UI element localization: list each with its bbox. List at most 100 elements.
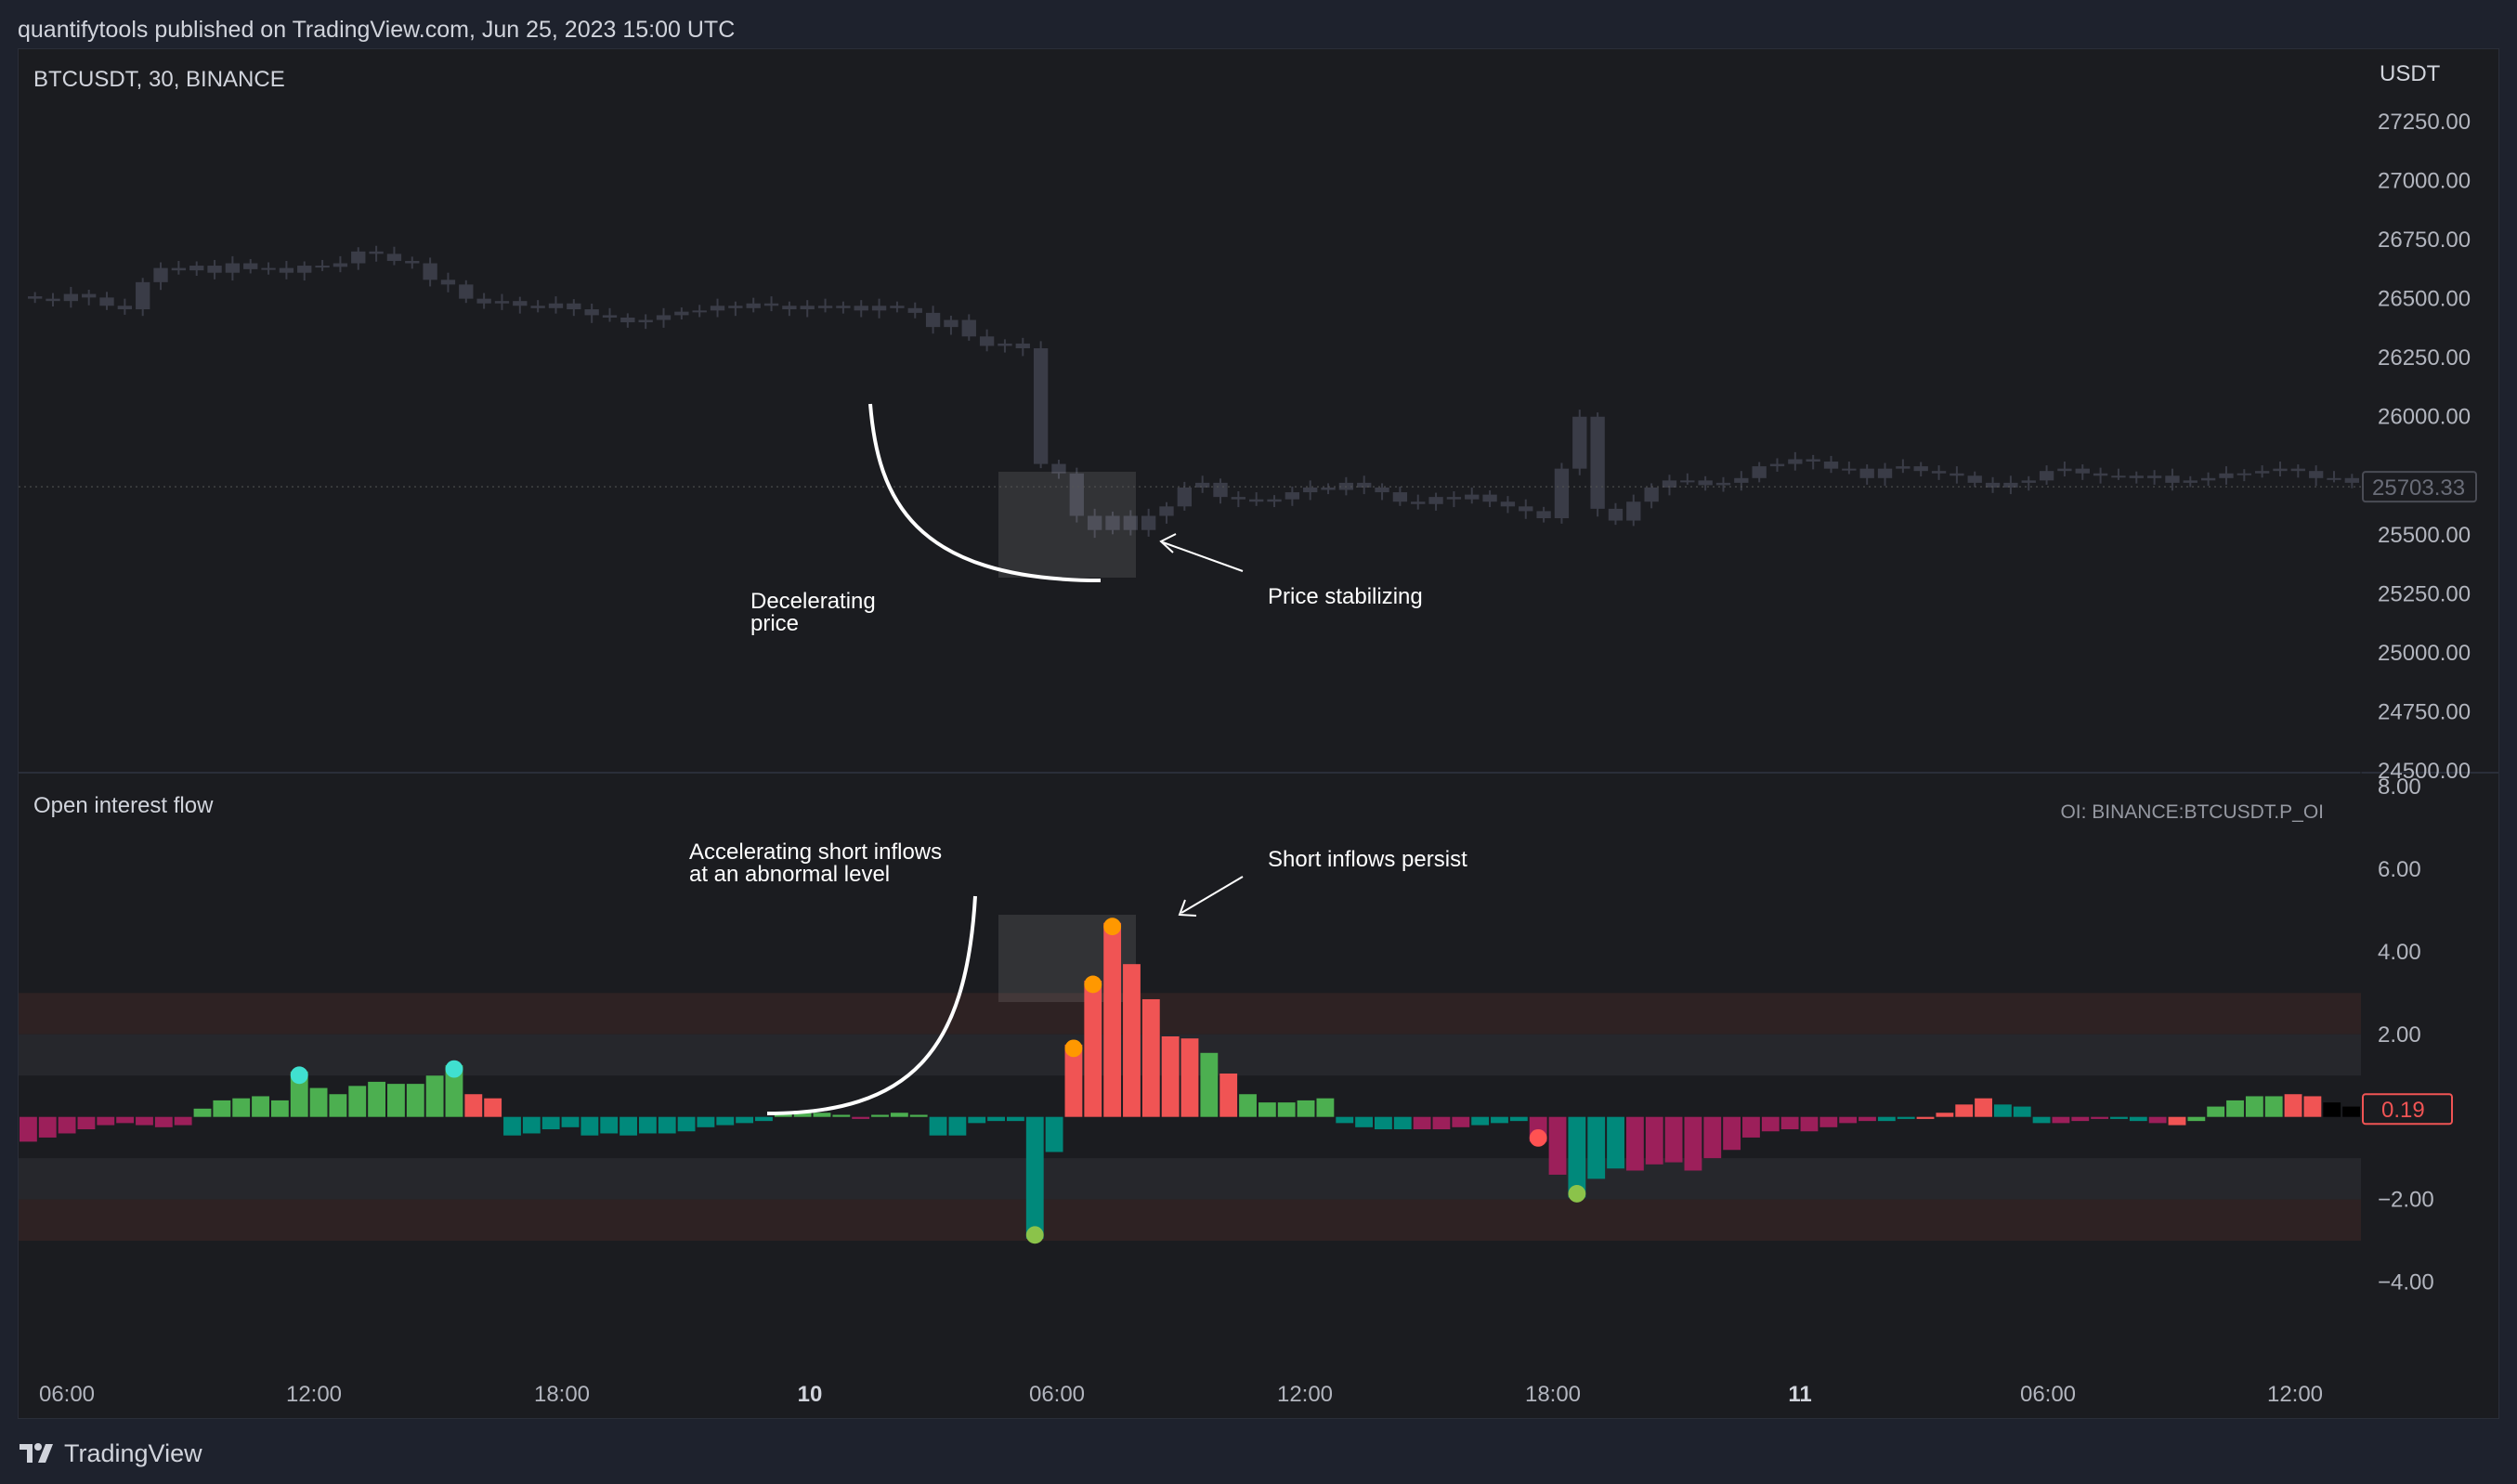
price-candle-body	[1752, 466, 1767, 478]
price-candle-body	[225, 263, 241, 273]
price-candle-body	[494, 301, 510, 304]
price-candle-body	[2308, 471, 2324, 478]
price-candle-body	[871, 306, 887, 311]
annotation-decelerating-line2: price	[750, 611, 799, 636]
price-y-tick-label: 26500.00	[2378, 287, 2471, 312]
oi-source-label: OI: BINANCE:BTCUSDT.P_OI	[2060, 801, 2324, 823]
oi-y-tick-label: −4.00	[2378, 1270, 2434, 1295]
price-chart-title: BTCUSDT, 30, BINANCE	[33, 67, 285, 92]
price-candle-body	[2273, 468, 2288, 472]
price-candle-body	[782, 306, 797, 310]
price-candle-body	[746, 303, 761, 308]
price-candle-body	[1913, 466, 1928, 472]
chart-frame[interactable]: 24500.00 24750.00 25000.00 25250.00 25500.00…	[18, 48, 2499, 1419]
time-axis-label: 12:00	[286, 1382, 342, 1407]
oi-bar	[1742, 1116, 1760, 1138]
oi-bar	[1200, 1052, 1219, 1117]
oi-last-value-box	[2362, 1093, 2453, 1126]
oi-bar	[1161, 1035, 1180, 1117]
price-candle-body	[1123, 515, 1138, 530]
price-candle-body	[1392, 492, 1408, 502]
price-candle-body	[117, 306, 133, 310]
oi-y-tick-label: 2.00	[2378, 1022, 2421, 1048]
oi-bar	[522, 1116, 541, 1134]
price-candle-body	[2075, 468, 2090, 474]
price-candle-body	[1715, 482, 1731, 486]
oi-bar	[1877, 1116, 1896, 1122]
oi-bar	[464, 1094, 483, 1117]
price-y-tick-label: 27250.00	[2378, 110, 2471, 135]
price-candle-body	[2344, 477, 2359, 483]
price-candle-body	[2165, 475, 2180, 483]
price-candle-body	[386, 254, 402, 261]
price-y-tick-label: 26250.00	[2378, 345, 2471, 371]
annotation-persist: Short inflows persist	[1268, 847, 1467, 872]
price-candle-body	[1482, 494, 1497, 502]
oi-pane[interactable]: −4.00 −2.00 2.00 4.00 6.00 8.00 0.19	[19, 775, 2453, 1295]
time-axis[interactable]: 06:00 12:00 18:00 10 06:00 12:00 18:00 11 06:00 1…	[39, 1382, 2323, 1407]
price-candle-body	[1590, 416, 1605, 509]
oi-bar	[1452, 1116, 1470, 1127]
oi-bar	[1645, 1116, 1663, 1165]
oi-bar	[116, 1116, 135, 1124]
oi-bar	[1316, 1098, 1335, 1117]
price-candle-body	[638, 319, 653, 323]
annotation-accelerating-line1: Accelerating short inflows	[689, 840, 942, 865]
oi-bar	[909, 1114, 928, 1117]
price-y-tick-label: 25500.00	[2378, 523, 2471, 548]
annotation-accelerating-line2: at an abnormal level	[689, 862, 890, 887]
oi-band	[19, 1199, 2361, 1242]
time-axis-label: 06:00	[39, 1382, 95, 1407]
oi-bar	[1141, 998, 1160, 1117]
oi-chart-title: Open interest flow	[33, 793, 214, 818]
oi-bar	[406, 1084, 424, 1117]
oi-bar	[987, 1116, 1005, 1122]
oi-bar	[503, 1116, 521, 1136]
price-candle-body	[1375, 487, 1389, 493]
price-y-tick-label: 26750.00	[2378, 228, 2471, 253]
oi-bar	[1607, 1116, 1624, 1169]
price-candle-body	[1769, 463, 1785, 467]
chart-svg[interactable]: 24500.00 24750.00 25000.00 25250.00 25500.00…	[19, 49, 2498, 1418]
time-axis-label: 18:00	[534, 1382, 590, 1407]
oi-bar	[561, 1116, 580, 1127]
last-price-box	[2362, 471, 2477, 503]
price-candle-body	[1411, 501, 1426, 504]
price-candle-body	[440, 280, 456, 285]
price-candle-body	[63, 293, 79, 302]
oi-bar	[2284, 1094, 2302, 1117]
decelerating-curve	[868, 403, 1102, 582]
price-candle-body	[1213, 482, 1228, 498]
price-candle-body	[2183, 480, 2197, 483]
oi-bar	[2245, 1096, 2263, 1117]
price-candle-body	[692, 310, 707, 313]
annotation-decelerating-line1: Decelerating	[750, 589, 876, 614]
oi-bar	[1413, 1116, 1431, 1130]
price-candle-body	[1644, 487, 1659, 502]
price-candle-body	[2093, 473, 2108, 476]
oi-bar	[832, 1114, 851, 1117]
persist-arrow-head	[1178, 899, 1197, 917]
price-candle-body	[1734, 477, 1749, 483]
oi-bar	[2091, 1116, 2109, 1119]
price-candle-body	[800, 306, 815, 310]
price-candle-body	[1321, 487, 1336, 490]
footer-brand[interactable]: TradingView	[18, 1435, 202, 1472]
price-candle-body	[1105, 515, 1120, 530]
oi-bar	[1103, 922, 1122, 1117]
price-candle-body	[82, 293, 97, 298]
price-candle-body	[2146, 475, 2162, 478]
oi-bar	[1471, 1116, 1490, 1126]
oi-bar	[2226, 1100, 2244, 1117]
oi-bar-marker	[1103, 918, 1122, 936]
oi-bar	[2032, 1116, 2051, 1124]
oi-y-tick-label: 4.00	[2378, 940, 2421, 965]
oi-bar	[193, 1108, 212, 1117]
price-candle-body	[1231, 497, 1246, 500]
price-candle-body	[1967, 475, 1982, 483]
oi-bar	[387, 1084, 405, 1117]
price-candle-body	[1877, 468, 1893, 478]
price-pane[interactable]: 24500.00 24750.00 25000.00 25250.00 25500.00…	[19, 49, 2498, 1418]
price-candle-body	[243, 263, 258, 269]
price-candle-body	[907, 307, 922, 313]
